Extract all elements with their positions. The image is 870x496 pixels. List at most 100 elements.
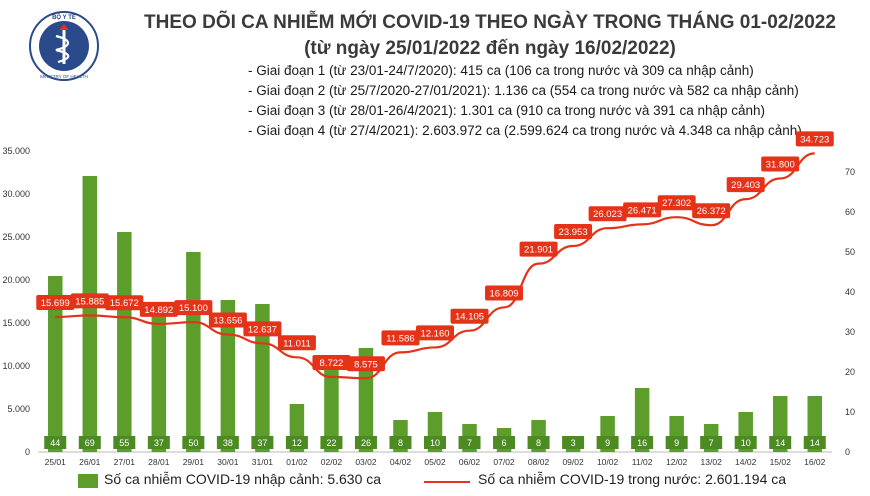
line-data-label: 31.800 — [766, 160, 795, 171]
x-tick-label: 08/02 — [528, 457, 550, 467]
line-data-label: 11.011 — [283, 338, 311, 349]
y-left-tick-label: 25.000 — [2, 232, 30, 242]
x-tick-label: 26/01 — [79, 457, 101, 467]
x-tick-label: 15/02 — [770, 457, 792, 467]
y-right-tick-label: 40 — [845, 287, 855, 297]
bar-data-label: 7 — [467, 438, 472, 448]
bar-label-box — [285, 436, 308, 449]
bar-data-label: 3 — [571, 438, 576, 448]
bar-data-label: 12 — [292, 438, 302, 448]
x-tick-label: 27/01 — [114, 457, 136, 467]
bar-data-label: 37 — [154, 438, 164, 448]
bar-label-box — [493, 436, 516, 449]
y-left-tick-label: 30.000 — [2, 189, 30, 199]
bar-label-box — [216, 436, 239, 449]
x-tick-label: 02/02 — [321, 457, 343, 467]
bar-data-label: 16 — [637, 438, 647, 448]
line-data-label: 27.302 — [662, 198, 691, 209]
x-tick-label: 12/02 — [666, 457, 688, 467]
note-line-4: - Giai đoạn 4 (từ 27/4/2021): 2.603.972 … — [248, 123, 802, 138]
line-data-label: 29.403 — [731, 180, 760, 191]
bar-label-box — [631, 436, 654, 449]
bar-label-box — [527, 436, 550, 449]
y-right-tick-label: 60 — [845, 207, 855, 217]
line-label-box — [657, 195, 696, 211]
bar-data-label: 14 — [775, 438, 785, 448]
bar-label-box — [458, 436, 481, 449]
line-data-label: 14.105 — [455, 312, 484, 323]
legend-bar-swatch — [78, 474, 98, 488]
line-data-label: 34.723 — [800, 134, 829, 145]
note-line-3: - Giai đoạn 3 (từ 28/01-26/4/2021): 1.30… — [248, 103, 766, 118]
y-left-tick-label: 20.000 — [2, 275, 30, 285]
line-data-label: 12.637 — [248, 324, 277, 335]
bar-label-box — [596, 436, 619, 449]
bar-label-box — [769, 436, 792, 449]
bar-data-label: 50 — [188, 438, 198, 448]
y-right-tick-label: 70 — [845, 167, 855, 177]
x-tick-label: 06/02 — [459, 457, 481, 467]
x-tick-label: 10/02 — [597, 457, 619, 467]
bar — [151, 304, 167, 452]
bar-label-box — [562, 436, 585, 449]
line-label-box — [588, 206, 627, 222]
bar-data-label: 55 — [119, 438, 129, 448]
note-line-1: - Giai đoạn 1 (từ 23/01-24/7/2020): 415 … — [248, 63, 754, 78]
line-label-box — [519, 241, 558, 257]
line-data-label: 8.575 — [354, 359, 378, 370]
bar-label-box — [147, 436, 170, 449]
x-tick-label: 31/01 — [252, 457, 274, 467]
bar-data-label: 8 — [536, 438, 541, 448]
bar-label-box — [734, 436, 757, 449]
legend-line-swatch — [424, 481, 470, 483]
line-label-box — [554, 224, 593, 240]
line-label-box — [208, 312, 247, 328]
line-label-box — [36, 294, 75, 310]
x-tick-label: 29/01 — [183, 457, 205, 467]
line-data-label: 15.672 — [110, 298, 139, 309]
line-data-label: 8.722 — [320, 358, 344, 369]
line-label-box — [346, 356, 385, 372]
line-data-label: 11.586 — [386, 333, 414, 344]
bar-label-box — [182, 436, 205, 449]
line-label-box — [761, 156, 800, 172]
bar — [255, 304, 270, 452]
x-tick-label: 04/02 — [390, 457, 412, 467]
x-tick-label: 25/01 — [45, 457, 67, 467]
bar — [220, 300, 236, 452]
x-tick-label: 09/02 — [562, 457, 584, 467]
x-tick-label: 16/02 — [804, 457, 826, 467]
line-data-label: 16.809 — [490, 288, 519, 299]
line-label-box — [416, 325, 454, 341]
line-data-label: 12.160 — [420, 328, 449, 339]
x-tick-label: 05/02 — [424, 457, 446, 467]
line-data-label: 26.372 — [697, 206, 726, 217]
bar-data-label: 26 — [361, 438, 371, 448]
bar-data-label: 8 — [398, 438, 403, 448]
y-right-tick-label: 50 — [845, 247, 855, 257]
bar-data-label: 9 — [605, 438, 610, 448]
bar-data-label: 9 — [674, 438, 679, 448]
legend-bar-label: Số ca nhiễm COVID-19 nhập cảnh: 5.630 ca — [104, 471, 382, 487]
line-label-box — [139, 301, 178, 317]
bar — [117, 232, 132, 452]
y-left-tick-label: 10.000 — [2, 361, 30, 371]
y-right-tick-label: 30 — [845, 327, 855, 337]
bar-data-label: 37 — [257, 438, 267, 448]
line-label-box — [105, 295, 144, 311]
line-data-label: 26.471 — [628, 205, 657, 216]
bar-data-label: 69 — [85, 438, 95, 448]
y-left-tick-label: 15.000 — [2, 318, 30, 328]
bar-data-label: 10 — [430, 438, 440, 448]
line-data-label: 21.901 — [524, 245, 553, 256]
line-data-label: 23.953 — [559, 227, 588, 238]
legend-line-label: Số ca nhiễm COVID-19 trong nước: 2.601.1… — [478, 471, 787, 487]
line-label-box — [174, 300, 213, 316]
line-label-box — [726, 177, 765, 193]
line-data-label: 26.023 — [593, 209, 622, 220]
bar-label-box — [251, 436, 274, 449]
line-data-label: 15.100 — [179, 303, 208, 314]
x-tick-label: 28/01 — [148, 457, 170, 467]
line-label-box — [485, 285, 524, 301]
line-label-box — [450, 308, 489, 324]
